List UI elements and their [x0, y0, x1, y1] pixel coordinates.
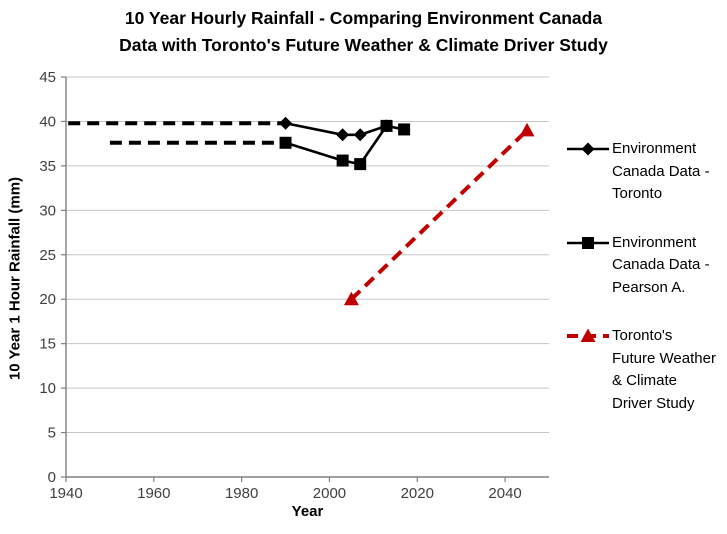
legend-label-toronto: Environment Canada Data - Toronto: [612, 140, 710, 202]
square-marker: [279, 136, 292, 149]
legend-label-future-study: Toronto's Future Weather & Climate Drive…: [612, 327, 716, 412]
diamond-legend-glyph: [567, 142, 609, 156]
series-future-study: [343, 122, 535, 306]
legend-label-pearson: Environment Canada Data - Pearson A.: [612, 233, 710, 296]
x-axis-title: Year: [291, 503, 324, 520]
y-tick-label: 15: [39, 336, 56, 353]
triangle-dashed-line-marker-icon: [566, 328, 612, 349]
y-tick-label: 40: [39, 113, 56, 130]
chart-title-line-1: 10 Year Hourly Rainfall - Comparing Envi…: [124, 8, 603, 28]
triangle-marker: [580, 328, 596, 342]
y-tick-label: 35: [39, 158, 56, 175]
y-tick-label: 25: [39, 247, 56, 264]
square-marker: [582, 236, 594, 249]
y-tick-label: 20: [39, 291, 56, 308]
series-toronto: [279, 116, 394, 142]
y-tick-label: 5: [48, 425, 56, 442]
x-tick-label: 1940: [49, 485, 82, 502]
y-tick-label: 45: [39, 69, 56, 86]
x-tick-label: 1980: [225, 485, 258, 502]
square-marker: [380, 119, 393, 132]
diamond-line-marker-icon: [566, 141, 612, 162]
y-tick-label: 10: [39, 380, 56, 397]
square-marker: [398, 123, 411, 136]
y-axis-title: 10 Year 1 Hour Rainfall (mm): [6, 176, 24, 381]
triangle-legend-glyph: [567, 328, 609, 342]
diamond-marker: [581, 142, 595, 156]
legend-item-pearson: Environment Canada Data - Pearson A.: [566, 232, 726, 300]
x-tick-label: 2020: [401, 485, 434, 502]
chart-title: 10 Year Hourly Rainfall - Comparing Envi…: [0, 5, 727, 59]
chart-legend: Environment Canada Data - Toronto Enviro…: [566, 138, 726, 415]
chart-title-line-2: Data with Toronto's Future Weather & Cli…: [119, 35, 608, 55]
square-marker: [354, 158, 367, 171]
gridlines: [66, 76, 549, 434]
y-tick-label: 0: [48, 469, 56, 486]
legend-item-toronto: Environment Canada Data - Toronto: [566, 138, 726, 206]
triangle-marker: [519, 122, 535, 137]
y-tick-label: 30: [39, 202, 56, 219]
y-axis-ticks: 0 5 10 15 20 25 30 35 40 45: [39, 69, 66, 486]
square-line-marker-icon: [566, 235, 612, 256]
legend-item-future-study: Toronto's Future Weather & Climate Drive…: [566, 325, 726, 415]
series-line: [285, 121, 387, 137]
series-pearson: [279, 119, 411, 171]
series-line: [350, 128, 529, 301]
triangle-marker: [343, 291, 359, 306]
x-tick-label: 1960: [137, 485, 170, 502]
x-axis-ticks: 1940 1960 1980 2000 2020 2040: [49, 477, 522, 502]
diamond-marker: [336, 128, 350, 142]
x-tick-label: 2040: [488, 485, 521, 502]
square-legend-glyph: [567, 236, 609, 249]
diamond-marker: [279, 116, 293, 130]
x-tick-label: 2000: [313, 485, 346, 502]
square-marker: [336, 154, 349, 167]
diamond-marker: [353, 128, 367, 142]
